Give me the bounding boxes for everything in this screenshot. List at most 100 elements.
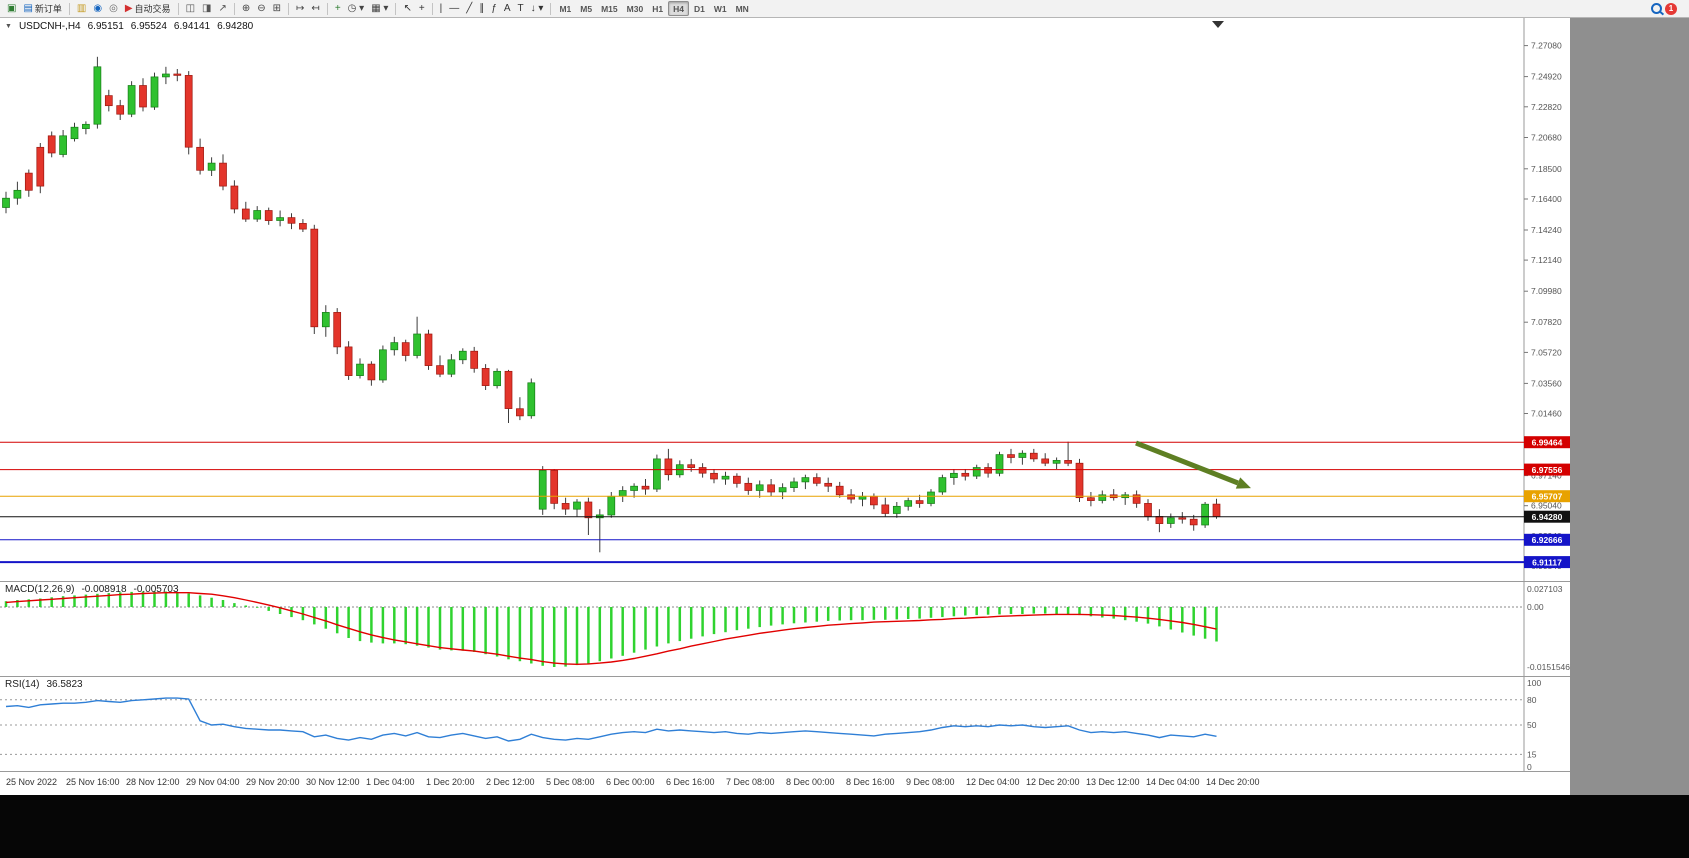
indicators-button-icon: +	[334, 2, 341, 14]
templates-button[interactable]: ▦ ▾	[368, 1, 391, 16]
time-axis-label: 9 Dec 08:00	[906, 777, 955, 787]
new-chart-button-icon: ▣	[7, 2, 17, 14]
candle-body	[253, 210, 262, 220]
candle-body	[778, 487, 787, 493]
macd-svg[interactable]: 0.027103 0.00 -0.0151546	[0, 582, 1570, 676]
candle-body	[573, 501, 581, 510]
candle-body	[687, 464, 696, 468]
new-chart-button[interactable]: ▣	[4, 1, 19, 16]
candle-body	[321, 312, 330, 328]
price-chart-svg[interactable]: 7.27080 7.24920 7.22820 7.20680 7.18500 7.164…	[0, 18, 1570, 581]
line-chart-button[interactable]: ↗	[215, 1, 229, 16]
trendline-button[interactable]: ╱	[463, 1, 475, 16]
chart-expander-icon[interactable]: ▼	[5, 23, 12, 30]
tile-windows-button[interactable]: ⊞	[270, 1, 284, 16]
rsi-axis-label: 80	[1527, 695, 1537, 705]
price-level-label: 6.99464	[1532, 437, 1563, 447]
candle-body	[870, 495, 878, 506]
timeframe-w1-button[interactable]: W1	[710, 1, 731, 16]
candle-body	[767, 484, 775, 493]
candle-body	[1075, 462, 1084, 499]
fibonacci-button[interactable]: ƒ	[488, 1, 500, 16]
rsi-axis-label: 0	[1527, 762, 1532, 771]
rsi-svg[interactable]: 100 80 50 15 0	[0, 677, 1570, 771]
candle-body	[1018, 452, 1027, 458]
bar-chart-button[interactable]: ◫	[183, 1, 198, 16]
timeframe-m15-button[interactable]: M15	[597, 1, 622, 16]
toolbar-separator	[233, 2, 235, 15]
price-level-label: 6.97556	[1532, 465, 1563, 475]
timeframe-mn-button-label: MN	[735, 3, 749, 14]
timeframe-m5-button-label: M5	[580, 3, 593, 14]
arrows-button[interactable]: ↓ ▾	[528, 1, 547, 16]
time-axis-label: 14 Dec 20:00	[1206, 777, 1260, 787]
periods-button-icon: ◷ ▾	[347, 2, 365, 14]
periods-button[interactable]: ◷ ▾	[345, 1, 368, 16]
time-axis-label: 6 Dec 16:00	[666, 777, 715, 787]
timeframe-m30-button[interactable]: M30	[623, 1, 648, 16]
timeframe-w1-button-label: W1	[713, 3, 727, 14]
market-watch-button[interactable]: ▥	[74, 1, 89, 16]
candle-body	[618, 490, 627, 497]
candle-body	[264, 210, 273, 221]
price-tick-label: 7.01460	[1531, 409, 1562, 419]
candle-body	[790, 481, 798, 488]
new-order-button[interactable]: ▤ 新订单	[20, 1, 64, 16]
timeline[interactable]: 25 Nov 2022 25 Nov 16:00 28 Nov 12:00 29 No…	[0, 771, 1570, 795]
candle-body	[333, 312, 342, 348]
data-window-button[interactable]: ◉	[90, 1, 105, 16]
zoom-in-button[interactable]: ⊕	[239, 1, 253, 16]
label-button[interactable]: T	[515, 1, 527, 16]
price-level-label: 6.91117	[1532, 557, 1562, 567]
timeframe-m1-button-label: M1	[559, 3, 572, 14]
fibonacci-button-icon: ƒ	[491, 2, 497, 14]
price-level-label-box	[1524, 510, 1570, 523]
price-level-label: 6.92666	[1532, 535, 1563, 545]
candle-body	[835, 485, 844, 496]
candle-body	[299, 223, 307, 230]
text-button[interactable]: A	[501, 1, 514, 16]
price-tick-label: 7.12140	[1531, 255, 1562, 265]
time-axis-label: 5 Dec 08:00	[546, 777, 595, 787]
timeframe-mn-button[interactable]: MN	[732, 1, 753, 16]
candle-body	[413, 333, 421, 356]
candle-body	[950, 472, 958, 478]
timeframe-h4-button[interactable]: H4	[668, 1, 689, 16]
cursor-button[interactable]: ↖	[400, 1, 414, 16]
equidistant-channel-button-icon: ∥	[479, 2, 485, 14]
search-button[interactable]	[1649, 1, 1664, 16]
candlestick-chart-button[interactable]: ◨	[199, 1, 214, 16]
timeframe-h1-button[interactable]: H1	[648, 1, 667, 16]
chart-shift-button[interactable]: ↤	[308, 1, 322, 16]
timeframe-m1-button[interactable]: M1	[555, 1, 575, 16]
crosshair-button[interactable]: +	[416, 1, 428, 16]
macd-value-signal: -0.005703	[133, 584, 179, 595]
tile-windows-button-icon: ⊞	[272, 2, 282, 14]
candle-body	[1155, 516, 1164, 524]
macd-signal-line	[5, 591, 1217, 666]
timeframe-m5-button[interactable]: M5	[576, 1, 596, 16]
candle-body	[1201, 503, 1209, 526]
price-tick-label: 6.95040	[1531, 501, 1562, 511]
indicators-button[interactable]: +	[332, 1, 344, 16]
rsi-axis-label: 50	[1527, 720, 1537, 730]
toolbar-separator	[288, 2, 290, 15]
vertical-line-button[interactable]: |	[437, 1, 446, 16]
timeframe-d1-button[interactable]: D1	[690, 1, 709, 16]
candle-body	[173, 73, 182, 76]
time-axis-label: 8 Dec 16:00	[846, 777, 895, 787]
horizontal-line-button[interactable]: —	[446, 1, 462, 16]
alerts-button[interactable]: ◎	[106, 1, 121, 16]
candle-body	[653, 458, 661, 490]
candle-body	[241, 208, 250, 220]
chart-shift-button-icon: ↤	[311, 2, 320, 14]
equidistant-channel-button[interactable]: ∥	[476, 1, 487, 16]
zoom-out-button[interactable]: ⊖	[254, 1, 268, 16]
autotrading-button[interactable]: ▶ 自动交易	[122, 1, 174, 16]
chart-shift-marker[interactable]	[1212, 21, 1224, 28]
candle-body	[710, 472, 718, 480]
notification-badge[interactable]: 1	[1665, 2, 1677, 15]
auto-scroll-button[interactable]: ↦	[293, 1, 307, 16]
zoom-in-button-icon: ⊕	[241, 2, 251, 14]
trend-arrow[interactable]	[1135, 440, 1239, 486]
